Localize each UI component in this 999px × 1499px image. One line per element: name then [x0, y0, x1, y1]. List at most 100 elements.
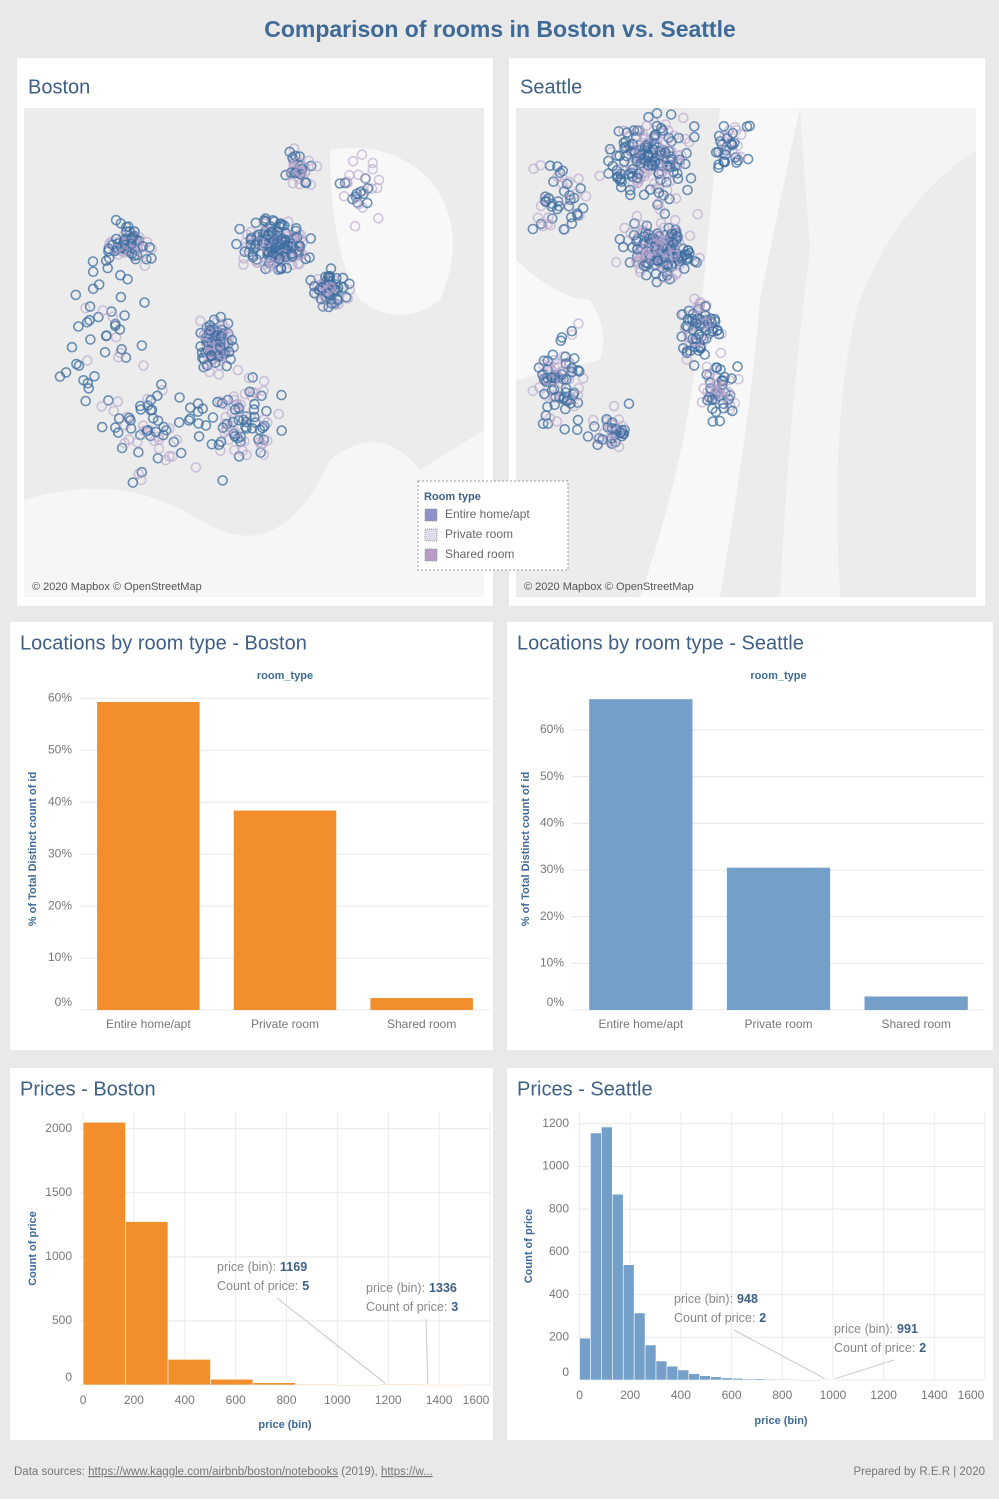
map-point: [559, 423, 571, 435]
map-point: [244, 386, 255, 398]
x-tick-label: 1400: [921, 1388, 948, 1402]
histogram-bar: [786, 1379, 799, 1381]
annotation: Count of price: 2: [674, 1311, 766, 1325]
map-point: [123, 221, 134, 232]
map-point: [101, 330, 112, 341]
map-point: [245, 234, 257, 245]
map-point: [631, 156, 643, 167]
map-point: [620, 136, 632, 147]
map-point: [126, 248, 138, 260]
map-point: [542, 218, 554, 230]
map-point: [641, 120, 653, 131]
histogram-bar: [677, 1369, 690, 1381]
map-point: [126, 232, 137, 244]
map-point: [558, 224, 570, 235]
map-point: [135, 400, 146, 412]
map-point: [623, 398, 635, 410]
map-point: [258, 449, 270, 461]
map-point: [119, 437, 130, 449]
annotation: price (bin): 948: [674, 1292, 758, 1306]
map-point: [247, 423, 258, 434]
map-point: [671, 230, 682, 242]
map-point: [592, 433, 604, 445]
map-point: [668, 130, 680, 142]
map-point: [142, 424, 153, 436]
map-point: [356, 149, 368, 160]
map-water: [24, 430, 484, 597]
map-point: [676, 309, 688, 320]
x-tick-label: 0: [576, 1388, 583, 1402]
y-tick-label: 1200: [542, 1116, 569, 1130]
map-point: [587, 414, 599, 426]
map-point: [135, 404, 147, 415]
annotation-label: price (bin):: [366, 1281, 425, 1295]
map-point: [566, 325, 578, 337]
histogram-bar: [721, 1377, 733, 1381]
map-point: [679, 322, 691, 334]
map-point: [245, 239, 257, 250]
histogram-bar: [590, 1132, 602, 1381]
footer-link[interactable]: https://www.kaggle.com/airbnb/boston/not…: [88, 1466, 338, 1478]
y-tick-label: 1500: [45, 1185, 72, 1199]
map-point: [253, 257, 264, 269]
map-point: [109, 243, 121, 255]
map-point: [692, 208, 704, 220]
map-point: [573, 382, 585, 394]
x-tick-label: 1200: [375, 1393, 402, 1407]
map-point: [556, 332, 568, 343]
x-axis-label: room_type: [750, 670, 806, 682]
histogram-bar: [422, 1384, 466, 1386]
map-point: [594, 170, 605, 182]
y-tick-label: 30%: [540, 862, 564, 876]
map-point: [268, 247, 280, 259]
map-point: [73, 321, 84, 332]
y-tick-label: 0: [562, 1365, 569, 1379]
map-point: [682, 184, 693, 196]
footer-link[interactable]: https://w...: [381, 1466, 433, 1478]
map-point: [639, 231, 650, 242]
map-point: [546, 372, 557, 384]
map-point: [80, 395, 91, 407]
map-point: [81, 316, 93, 328]
map-point: [660, 163, 671, 174]
map-point: [60, 367, 72, 378]
map-point: [200, 420, 212, 431]
y-tick-label: 10%: [540, 956, 564, 970]
map-point: [110, 422, 121, 433]
map-point: [156, 379, 167, 390]
map-point: [276, 389, 287, 401]
map-point: [249, 398, 260, 410]
map-point: [614, 150, 625, 162]
map-point: [661, 176, 672, 188]
histogram-bar: [601, 1126, 613, 1381]
map-point: [601, 413, 613, 425]
map-point: [157, 384, 168, 396]
map-point: [542, 212, 554, 223]
annotation-value: 948: [737, 1292, 758, 1306]
map-point: [713, 162, 724, 173]
map-point: [84, 301, 96, 312]
map-water: [780, 108, 976, 597]
x-tick-label: 1000: [820, 1388, 847, 1402]
annotation: price (bin): 1336: [366, 1281, 457, 1295]
annotation-label: Count of price:: [674, 1311, 755, 1325]
map-point: [229, 431, 241, 442]
map-water: [516, 260, 604, 380]
map-point: [295, 167, 306, 178]
map-point: [648, 130, 660, 142]
map-point: [615, 181, 627, 193]
map-point: [260, 216, 272, 227]
map-point: [300, 177, 312, 189]
footer-text: Data sources:: [14, 1466, 88, 1478]
map-point: [707, 416, 719, 427]
map-point: [631, 210, 643, 222]
map-point: [681, 147, 692, 159]
map-point: [197, 403, 208, 415]
map-point: [158, 421, 169, 433]
map-point: [718, 402, 729, 414]
map-point: [631, 236, 642, 247]
histogram-bar: [337, 1384, 381, 1386]
x-tick-label: 1600: [958, 1388, 985, 1402]
y-tick-label: 20%: [48, 898, 72, 912]
